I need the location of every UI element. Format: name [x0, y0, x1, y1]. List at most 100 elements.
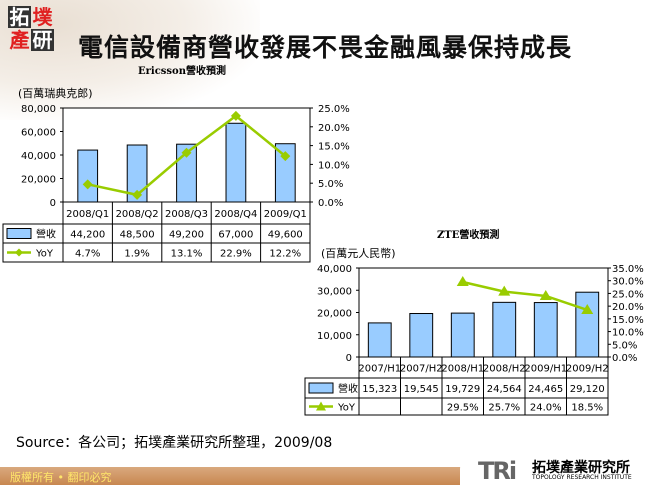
- zte-bar: [533, 302, 558, 358]
- ericsson-y2-tick: 20.0%: [318, 123, 350, 134]
- ericsson-legend-marker: [15, 248, 23, 257]
- ericsson-yoy-marker: [280, 151, 291, 162]
- ericsson-yoy-value: 12.2%: [269, 249, 301, 260]
- logo-char: 產: [9, 28, 30, 52]
- zte-legend-bar-swatch: [308, 382, 334, 394]
- zte-y2-tick: 20.0%: [612, 302, 644, 313]
- ericsson-category-label: 2008/Q3: [165, 209, 208, 220]
- ericsson-revenue-value: 67,000: [218, 230, 253, 241]
- ericsson-y-tick: 20,000: [21, 175, 56, 186]
- ericsson-yoy-marker: [230, 110, 241, 121]
- ericsson-category-label: 2008/Q1: [66, 209, 109, 220]
- zte-yoy-value: 29.5%: [447, 403, 479, 414]
- zte-revenue-value: 19,545: [404, 384, 439, 395]
- tri-mark: TRi: [478, 457, 517, 485]
- ericsson-y-tick: 40,000: [21, 151, 56, 162]
- zte-legend-revenue: 營收: [338, 382, 358, 395]
- zte-legend-marker: [316, 401, 326, 411]
- tri-logo: TRi 拓墣產業研究所 TOPOLOGY RESEARCH INSTITUTE: [460, 455, 650, 485]
- ericsson-category-label: 2008/Q4: [214, 209, 257, 220]
- ericsson-legend-revenue: 營收: [36, 228, 56, 241]
- zte-yoy-marker: [456, 275, 469, 286]
- ericsson-yoy-value: 1.9%: [124, 249, 149, 260]
- page-title: 電信設備商營收發展不畏金融風暴保持成長: [78, 33, 573, 62]
- zte-revenue-value: 24,465: [528, 384, 563, 395]
- zte-chart-title: ZTE營收預測: [437, 230, 500, 241]
- zte-yoy-value: 18.5%: [571, 403, 603, 414]
- tri-name: 拓墣產業研究所: [532, 460, 630, 476]
- ericsson-revenue-value: 49,200: [169, 230, 204, 241]
- zte-bar: [450, 312, 475, 358]
- zte-y2-tick: 25.0%: [612, 289, 644, 300]
- ericsson-chart-title: Ericsson營收預測: [138, 66, 226, 77]
- zte-category-label: 2009/H2: [566, 364, 609, 375]
- ericsson-bar: [176, 143, 197, 203]
- zte-bar: [367, 322, 392, 358]
- ericsson-legend-bar-swatch: [6, 228, 32, 239]
- ericsson-revenue-value: 49,600: [268, 230, 303, 241]
- ericsson-yoy-marker: [132, 189, 143, 200]
- ericsson-legend-yoy: YoY: [35, 249, 54, 260]
- zte-y-tick: 30,000: [317, 286, 352, 297]
- zte-yoy-value: 24.0%: [530, 403, 562, 414]
- ericsson-category-label: 2008/Q2: [116, 209, 159, 220]
- zte-y2-tick: 5.0%: [612, 340, 637, 351]
- zte-bar: [409, 313, 434, 358]
- zte-plot-area: [358, 267, 609, 358]
- zte-revenue-value: 24,564: [487, 384, 522, 395]
- zte-y2-tick: 0.0%: [612, 353, 637, 364]
- zte-y-tick: 20,000: [317, 309, 352, 320]
- ericsson-revenue-value: 48,500: [120, 230, 155, 241]
- tri-logo-top: 拓 墣 產 研: [8, 6, 54, 52]
- zte-yoy-line: [462, 280, 588, 312]
- zte-yoy-marker: [539, 289, 552, 300]
- zte-y2-tick: 15.0%: [612, 315, 644, 326]
- ericsson-y2-tick: 25.0%: [318, 104, 350, 115]
- zte-category-label: 2007/H1: [358, 364, 401, 375]
- zte-yoy-marker: [498, 285, 511, 296]
- ericsson-y-tick: 0: [50, 198, 56, 209]
- ericsson-yoy-marker: [181, 147, 192, 158]
- tri-english-name: TOPOLOGY RESEARCH INSTITUTE: [532, 474, 632, 481]
- zte-y-tick: 40,000: [317, 264, 352, 275]
- ericsson-yoy-value: 4.7%: [75, 249, 100, 260]
- zte-y-tick: 0: [346, 353, 352, 364]
- zte-revenue-value: 19,729: [445, 384, 480, 395]
- zte-revenue-value: 29,120: [570, 384, 605, 395]
- zte-unit-label: (百萬元人民幣): [321, 247, 396, 260]
- zte-bar: [575, 291, 600, 358]
- source-note: Source：各公司；拓墣產業研究所整理，2009/08: [16, 435, 333, 451]
- zte-y2-tick: 30.0%: [612, 277, 644, 288]
- zte-legend-yoy: YoY: [337, 403, 356, 414]
- ericsson-y2-tick: 5.0%: [318, 179, 343, 190]
- ericsson-revenue-value: 44,200: [70, 230, 105, 241]
- copyright-text: 版權所有 • 翻印必究: [10, 471, 112, 484]
- logo-char: 墣: [32, 5, 53, 29]
- zte-y2-tick: 10.0%: [612, 328, 644, 339]
- ericsson-y2-tick: 0.0%: [318, 198, 343, 209]
- ericsson-bar: [126, 144, 148, 203]
- ericsson-y2-tick: 10.0%: [318, 160, 350, 171]
- ericsson-category-label: 2009/Q1: [264, 209, 307, 220]
- ericsson-unit-label: (百萬瑞典克郎): [18, 87, 93, 100]
- header-background: [0, 0, 260, 120]
- logo-char: 拓: [8, 5, 31, 29]
- ericsson-bar: [77, 149, 99, 203]
- ericsson-y2-tick: 15.0%: [318, 142, 350, 153]
- zte-bar: [492, 301, 517, 358]
- zte-category-label: 2008/H2: [483, 364, 526, 375]
- ericsson-y-tick: 60,000: [21, 128, 56, 139]
- zte-category-label: 2008/H1: [441, 364, 484, 375]
- zte-yoy-marker: [581, 303, 594, 314]
- zte-revenue-value: 15,323: [362, 384, 397, 395]
- logo-char: 研: [31, 28, 54, 52]
- ericsson-bar: [274, 143, 296, 203]
- ericsson-bar: [225, 122, 247, 203]
- zte-category-label: 2007/H2: [400, 364, 443, 375]
- ericsson-yoy-marker: [82, 179, 93, 190]
- zte-y2-tick: 35.0%: [612, 264, 644, 275]
- zte-yoy-value: 25.7%: [488, 403, 520, 414]
- ericsson-yoy-value: 13.1%: [171, 249, 203, 260]
- ericsson-y-tick: 80,000: [21, 104, 56, 115]
